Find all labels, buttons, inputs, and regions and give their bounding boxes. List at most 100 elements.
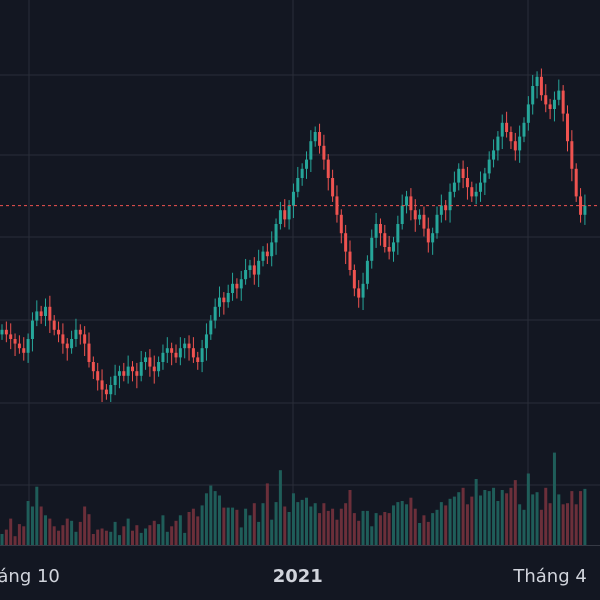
candle-body (200, 348, 204, 362)
volume-bar (39, 506, 43, 545)
volume-bar (348, 490, 352, 545)
candle-body (326, 159, 330, 178)
volume-bar (30, 506, 34, 545)
volume-bar (139, 532, 143, 545)
candle-body (579, 196, 583, 215)
candle-body (522, 122, 526, 137)
volume-bar (100, 528, 104, 545)
candle-body (344, 233, 348, 252)
candle-body (378, 224, 382, 234)
volume-bar (344, 503, 348, 545)
candle-body (152, 366, 156, 372)
candle-body (283, 210, 287, 220)
volume-bar (492, 487, 496, 545)
volume-bar (426, 521, 430, 545)
volume-bar (331, 508, 335, 545)
volume-bar (157, 524, 161, 545)
candle-body (131, 366, 134, 372)
candle-body (252, 265, 256, 275)
candle-body (26, 339, 30, 353)
candle-body (400, 205, 404, 224)
volume-bar (518, 504, 522, 545)
time-tick-label: 2021 (273, 566, 323, 587)
candle-body (30, 320, 34, 339)
candle-body (583, 205, 587, 215)
volume-bar (300, 499, 304, 545)
candle-body (165, 348, 169, 353)
candle-body (122, 371, 126, 376)
candle-body (479, 182, 482, 192)
volume-bar (109, 531, 113, 545)
candle-body (178, 348, 182, 358)
volume-bar (352, 513, 356, 545)
candle-body (113, 375, 117, 385)
candle-body (274, 224, 278, 243)
volume-bar (113, 521, 117, 545)
volume-bar (339, 508, 343, 545)
candle-body (452, 182, 456, 192)
candle-body (509, 132, 513, 142)
candle-body (244, 270, 248, 280)
volume-bar (209, 485, 213, 545)
candle-body (505, 122, 509, 132)
volume-bar (370, 526, 374, 545)
candle-body (392, 242, 395, 252)
candle-body (278, 210, 282, 224)
candle-body (9, 334, 13, 339)
candle-body (161, 352, 165, 362)
volume-bar (378, 515, 382, 545)
volume-bar (152, 520, 156, 545)
volume-bar (513, 480, 517, 545)
volume-bar (287, 512, 291, 545)
volume-bar (218, 495, 221, 545)
volume-bar (187, 512, 191, 545)
volume-bar (200, 505, 204, 545)
candle-body (457, 168, 461, 183)
candle-body (535, 76, 539, 86)
volume-bar (305, 497, 308, 545)
volume-bar (509, 487, 513, 545)
volume-bar (409, 497, 413, 545)
volume-bar (78, 521, 82, 545)
candle-body (261, 251, 265, 261)
candle-body (191, 348, 195, 358)
candle-body (309, 141, 313, 160)
candle-body (22, 348, 26, 353)
volume-bar (4, 529, 8, 545)
candle-body (561, 90, 565, 114)
volume-bar (204, 493, 208, 545)
volume-bar (122, 526, 126, 545)
candle-body (148, 357, 152, 367)
volume-bar (135, 525, 139, 545)
volume-bar (552, 452, 556, 545)
volume-bar (526, 473, 530, 545)
volume-bar (431, 513, 435, 545)
candle-body (465, 178, 469, 188)
volume-bar (413, 508, 417, 545)
volume-bar (318, 513, 322, 545)
candle-body (183, 343, 187, 349)
candle-body (339, 214, 343, 234)
volume-bar (104, 530, 108, 545)
volume-bar (313, 503, 317, 545)
candle-body (65, 343, 69, 349)
candle-body (270, 242, 274, 257)
candle-body (248, 265, 252, 270)
candle-body (204, 334, 208, 349)
volume-bar (531, 494, 535, 545)
volume-bar (278, 470, 282, 545)
volume-bar (474, 479, 478, 545)
candle-body (470, 187, 474, 197)
candle-body (426, 228, 430, 243)
volume-bar (566, 503, 569, 545)
volume-bar (74, 531, 78, 545)
volume-bar (465, 504, 469, 545)
candle-body (374, 224, 378, 238)
volume-bar (48, 518, 52, 545)
candle-body (257, 260, 261, 275)
candle-body (78, 329, 82, 335)
volume-bar (570, 491, 574, 545)
candle-body (318, 132, 322, 146)
candle-body (4, 329, 8, 335)
candle-body (39, 311, 43, 316)
